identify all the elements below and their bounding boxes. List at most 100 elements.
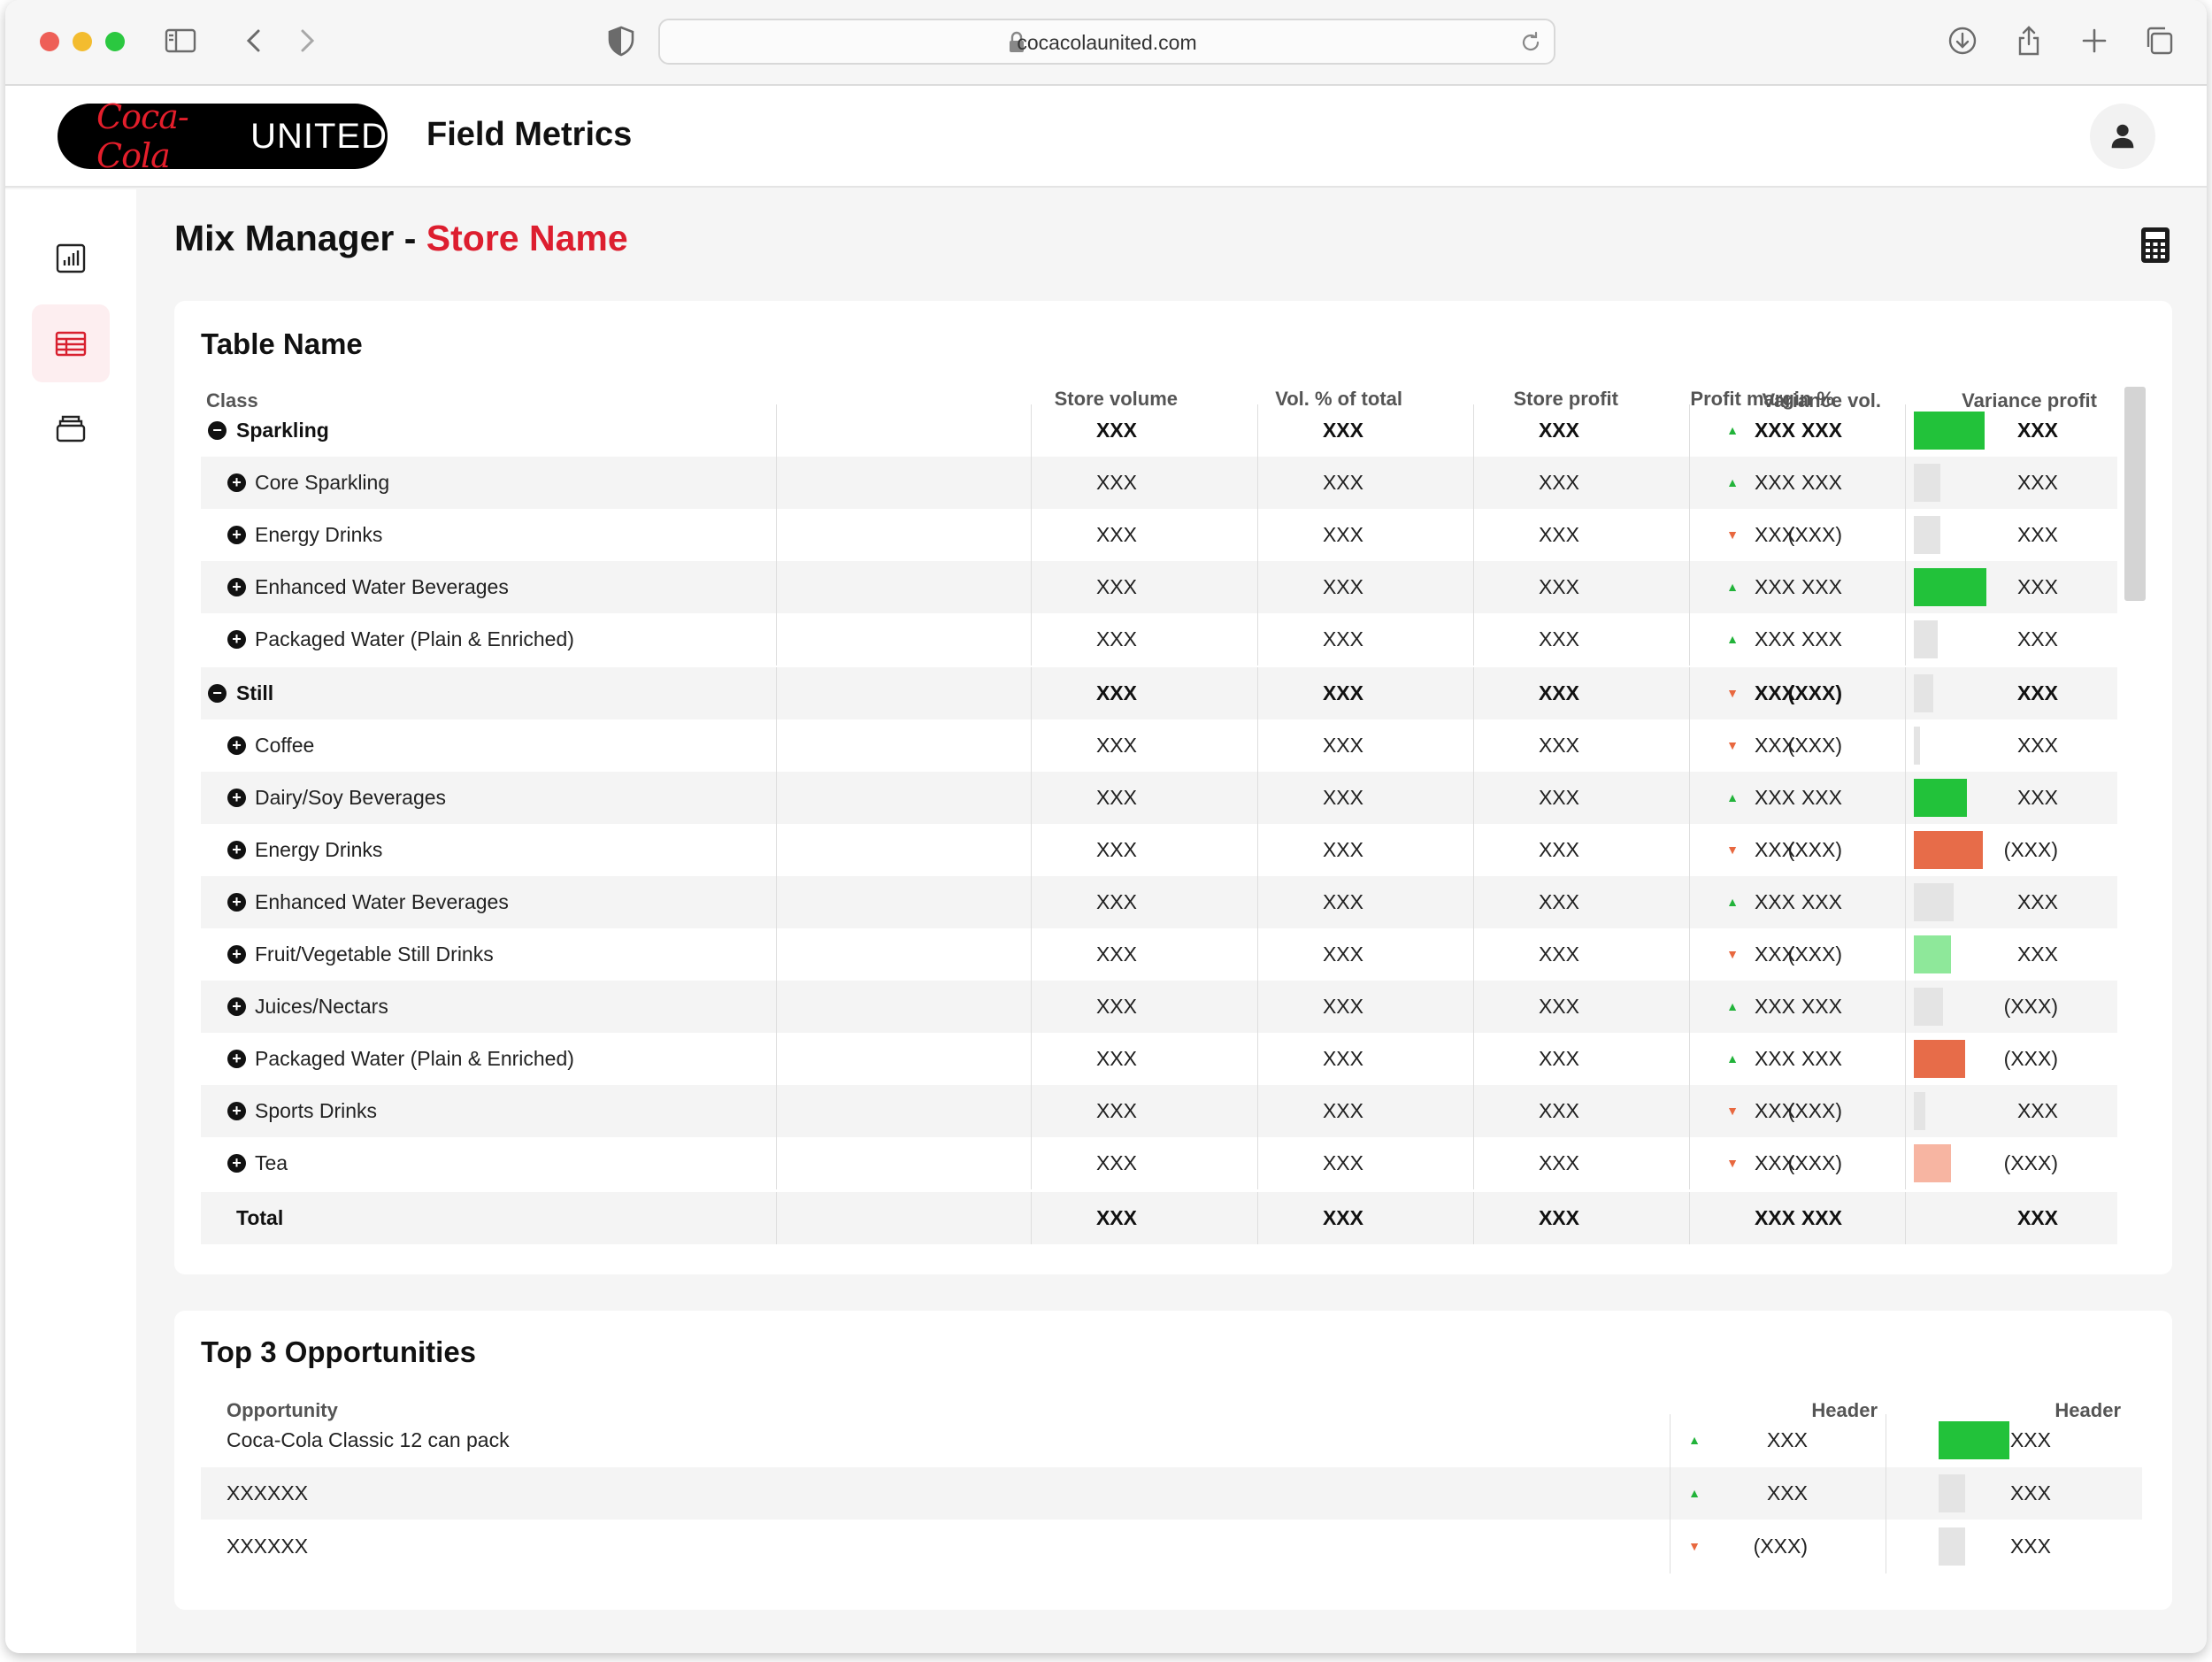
calculator-icon[interactable] <box>2139 227 2171 264</box>
column-divider <box>776 1085 777 1137</box>
new-tab-icon[interactable] <box>2077 23 2112 58</box>
collapse-icon[interactable]: − <box>208 421 227 440</box>
cell-variance-vol: XXX <box>1801 575 1842 598</box>
opportunity-value-1: XXX <box>1766 1481 1808 1504</box>
table-row[interactable]: + Enhanced Water Beverages XXX XXX XXX XXX XXX… <box>201 561 2117 613</box>
opportunity-bar <box>1939 1474 1965 1512</box>
column-divider <box>1905 719 1906 772</box>
cell-store-volume: XXX <box>1095 419 1137 442</box>
cell-profit-margin: XXX <box>1754 786 1795 809</box>
expand-icon[interactable]: + <box>227 473 246 492</box>
row-label: Energy Drinks <box>255 523 383 546</box>
user-icon <box>2111 124 2134 149</box>
table-group-row[interactable]: − Still XXX XXX XXX XXX (XXX) XXX ▼ <box>201 667 2117 719</box>
cell-store-profit: XXX <box>1538 1206 1579 1229</box>
cell-variance-profit: XXX <box>2016 523 2058 546</box>
expand-icon[interactable]: + <box>227 1050 246 1068</box>
cell-variance-profit: XXX <box>2016 1206 2058 1229</box>
table-row[interactable]: + Core Sparkling XXX XXX XXX XXX XXX XXX ▲ <box>201 457 2117 509</box>
column-divider <box>1689 613 1690 666</box>
column-divider <box>1257 509 1258 561</box>
downloads-icon[interactable] <box>1945 23 1980 58</box>
cell-variance-profit: XXX <box>2016 627 2058 650</box>
opportunity-row[interactable]: XXXXXX ▼ (XXX) XXX <box>201 1520 2142 1574</box>
cell-vol-pct: XXX <box>1322 1151 1363 1174</box>
table-row[interactable]: + Energy Drinks XXX XXX XXX XXX (XXX) (XXX) ▼ <box>201 824 2117 876</box>
variance-bar <box>1914 568 1986 606</box>
coca-cola-united-logo[interactable]: Coca-Cola UNITED <box>58 97 388 175</box>
row-label: Sparkling <box>236 419 329 442</box>
close-window-button[interactable] <box>40 32 59 51</box>
cell-store-profit: XXX <box>1538 419 1579 442</box>
column-divider <box>1473 457 1474 509</box>
table-scrollbar[interactable] <box>2124 387 2146 601</box>
column-divider <box>1031 772 1032 824</box>
expand-icon[interactable]: + <box>227 630 246 649</box>
opportunity-value-1: (XXX) <box>1753 1535 1808 1558</box>
expand-icon[interactable]: + <box>227 526 246 544</box>
table-row[interactable]: + Sports Drinks XXX XXX XXX XXX (XXX) XXX ▼ <box>201 1085 2117 1137</box>
collapse-icon[interactable]: − <box>208 684 227 703</box>
col-opportunity: Opportunity <box>227 1399 338 1421</box>
column-divider <box>1031 561 1032 613</box>
trend-down-icon: ▼ <box>1726 527 1739 542</box>
table-group-row[interactable]: − Sparkling XXX XXX XXX XXX XXX XXX ▲ <box>201 404 2117 457</box>
table-row[interactable]: + Fruit/Vegetable Still Drinks XXX XXX XXX XX… <box>201 928 2117 981</box>
table-row[interactable]: + Coffee XXX XXX XXX XXX (XXX) XXX ▼ <box>201 719 2117 772</box>
page-title-prefix: Mix Manager - <box>174 218 426 258</box>
column-divider <box>1905 667 1906 719</box>
table-row[interactable]: + Enhanced Water Beverages XXX XXX XXX XXX XXX… <box>201 876 2117 928</box>
reload-icon[interactable] <box>1518 30 1543 55</box>
opportunity-row[interactable]: Coca-Cola Classic 12 can pack ▲ XXX XXX <box>201 1414 2142 1467</box>
expand-icon[interactable]: + <box>227 945 246 964</box>
cell-store-profit: XXX <box>1538 627 1579 650</box>
privacy-shield-icon[interactable] <box>603 23 639 58</box>
trend-down-icon: ▼ <box>1688 1539 1701 1553</box>
minimize-window-button[interactable] <box>73 32 92 51</box>
table-row[interactable]: + Tea XXX XXX XXX XXX (XXX) (XXX) ▼ <box>201 1137 2117 1189</box>
expand-icon[interactable]: + <box>227 997 246 1016</box>
trend-up-icon: ▲ <box>1726 475 1739 489</box>
column-divider <box>1031 1137 1032 1189</box>
variance-bar <box>1914 516 1940 554</box>
table-row[interactable]: + Packaged Water (Plain & Enriched) XXX XXX… <box>201 613 2117 666</box>
variance-bar <box>1914 988 1943 1026</box>
sidebar-toggle-icon[interactable] <box>163 23 198 58</box>
cell-variance-vol: (XXX) <box>1787 523 1842 546</box>
column-divider <box>1031 613 1032 666</box>
cell-profit-margin: XXX <box>1754 681 1795 704</box>
cell-variance-profit: XXX <box>2016 786 2058 809</box>
trend-up-icon: ▲ <box>1726 790 1739 804</box>
zoom-window-button[interactable] <box>105 32 125 51</box>
address-bar[interactable]: cocacolaunited.com <box>658 19 1555 65</box>
table-row[interactable]: + Dairy/Soy Beverages XXX XXX XXX XXX XXX XXX ▲ <box>201 772 2117 824</box>
expand-icon[interactable]: + <box>227 1102 246 1120</box>
opportunity-row[interactable]: XXXXXX ▲ XXX XXX <box>201 1467 2142 1520</box>
user-avatar-button[interactable] <box>2090 104 2155 169</box>
expand-icon[interactable]: + <box>227 893 246 912</box>
row-label: Dairy/Soy Beverages <box>255 786 447 809</box>
sidebar-item-inventory[interactable] <box>32 389 110 467</box>
row-label: Sports Drinks <box>255 1099 378 1122</box>
column-divider <box>1257 667 1258 719</box>
sidebar-item-table[interactable] <box>32 304 110 382</box>
column-divider <box>776 404 777 457</box>
column-divider <box>1257 876 1258 928</box>
cell-profit-margin: XXX <box>1754 943 1795 966</box>
trend-up-icon: ▲ <box>1688 1486 1701 1500</box>
expand-icon[interactable]: + <box>227 841 246 859</box>
expand-icon[interactable]: + <box>227 578 246 596</box>
tab-overview-icon[interactable] <box>2141 23 2177 58</box>
trend-down-icon: ▼ <box>1726 738 1739 752</box>
cell-store-volume: XXX <box>1095 995 1137 1018</box>
table-row[interactable]: + Energy Drinks XXX XXX XXX XXX (XXX) XXX ▼ <box>201 509 2117 561</box>
forward-icon[interactable] <box>288 23 324 58</box>
share-icon[interactable] <box>2011 23 2047 58</box>
expand-icon[interactable]: + <box>227 736 246 755</box>
sidebar-item-analytics[interactable] <box>32 219 110 297</box>
table-row[interactable]: + Juices/Nectars XXX XXX XXX XXX XXX (XXX) ▲ <box>201 981 2117 1033</box>
table-row[interactable]: + Packaged Water (Plain & Enriched) XXX XXX… <box>201 1033 2117 1085</box>
back-icon[interactable] <box>237 23 273 58</box>
expand-icon[interactable]: + <box>227 1154 246 1173</box>
expand-icon[interactable]: + <box>227 789 246 807</box>
